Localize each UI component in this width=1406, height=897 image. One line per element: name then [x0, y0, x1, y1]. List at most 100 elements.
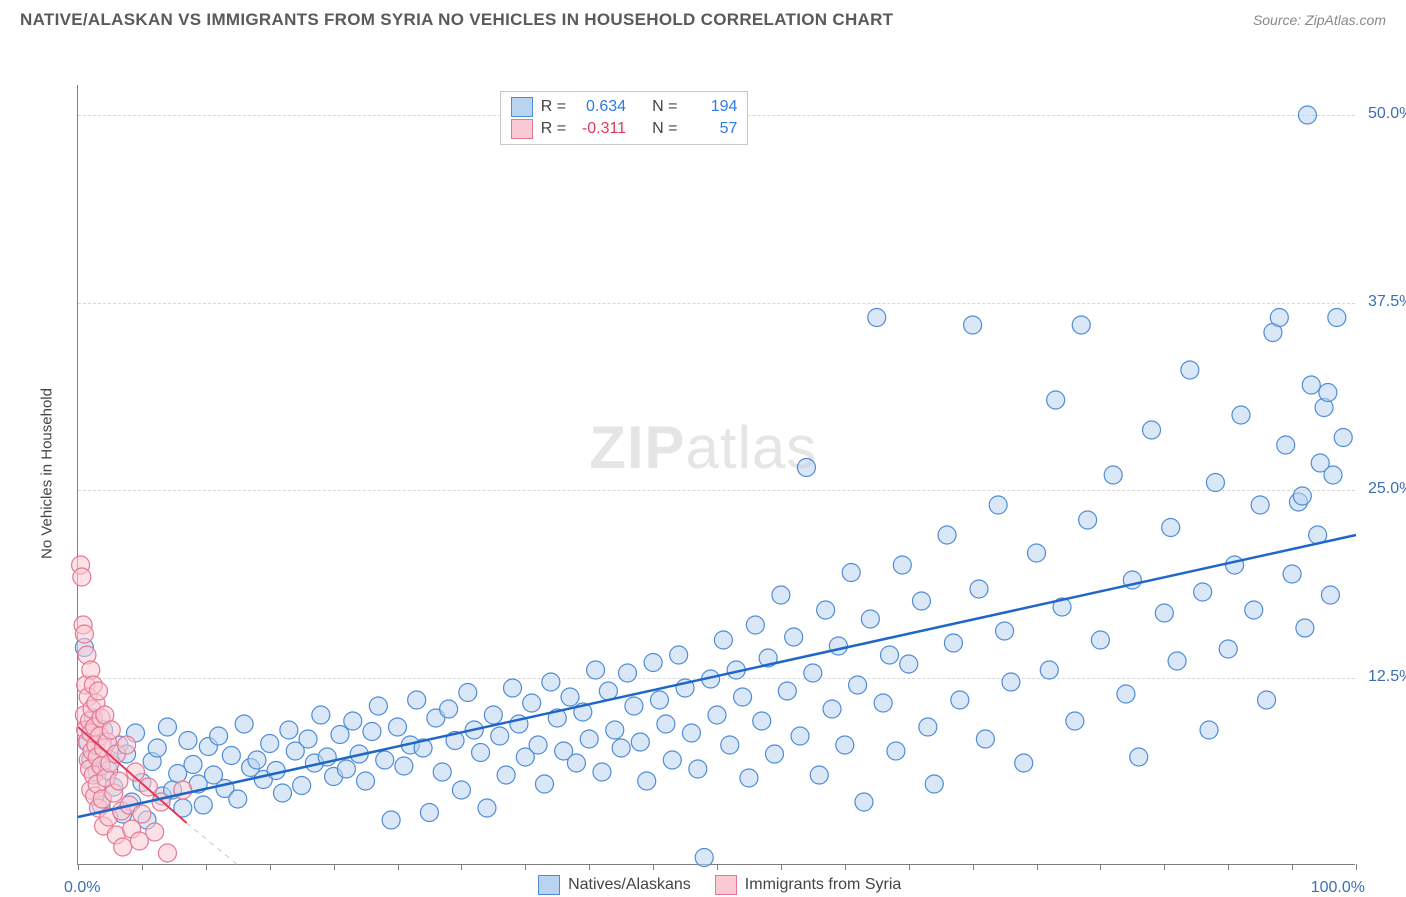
data-point	[1270, 309, 1288, 327]
data-point	[785, 628, 803, 646]
data-point	[235, 715, 253, 733]
trend-line	[78, 535, 1356, 817]
data-point	[868, 309, 886, 327]
r-label: R =	[541, 120, 566, 138]
data-point	[1143, 421, 1161, 439]
data-point	[817, 601, 835, 619]
legend-item: Immigrants from Syria	[715, 875, 901, 895]
data-point	[804, 664, 822, 682]
n-label: N =	[652, 120, 677, 138]
data-point	[810, 766, 828, 784]
data-point	[102, 721, 120, 739]
data-point	[1324, 466, 1342, 484]
data-point	[89, 682, 107, 700]
data-point	[146, 823, 164, 841]
data-point	[842, 564, 860, 582]
data-point	[363, 723, 381, 741]
r-label: R =	[541, 98, 566, 116]
data-point	[753, 712, 771, 730]
data-point	[158, 718, 176, 736]
data-point	[791, 727, 809, 745]
data-point	[1232, 406, 1250, 424]
data-point	[337, 760, 355, 778]
data-point	[293, 777, 311, 795]
legend-label: Natives/Alaskans	[568, 876, 691, 894]
r-value: -0.311	[574, 120, 626, 138]
data-point	[504, 679, 522, 697]
data-point	[823, 700, 841, 718]
data-point	[420, 804, 438, 822]
data-point	[529, 736, 547, 754]
y-tick-label: 12.5%	[1368, 668, 1406, 686]
data-point	[670, 646, 688, 664]
data-point	[638, 772, 656, 790]
data-point	[1028, 544, 1046, 562]
data-point	[459, 684, 477, 702]
data-point	[497, 766, 515, 784]
data-point	[772, 586, 790, 604]
data-point	[1002, 673, 1020, 691]
data-point	[1296, 619, 1314, 637]
n-value: 194	[685, 98, 737, 116]
data-point	[1251, 496, 1269, 514]
data-point	[900, 655, 918, 673]
data-point	[535, 775, 553, 793]
legend-swatch	[538, 875, 560, 895]
data-point	[194, 796, 212, 814]
data-point	[1283, 565, 1301, 583]
data-point	[1200, 721, 1218, 739]
x-tick	[1356, 864, 1357, 870]
data-point	[721, 736, 739, 754]
data-point	[567, 754, 585, 772]
data-point	[925, 775, 943, 793]
data-point	[1298, 106, 1316, 124]
data-point	[148, 739, 166, 757]
data-point	[472, 744, 490, 762]
data-point	[734, 688, 752, 706]
legend-swatch	[511, 97, 533, 117]
data-point	[740, 769, 758, 787]
data-point	[1130, 748, 1148, 766]
legend-series: Natives/Alaskans Immigrants from Syria	[538, 875, 901, 895]
data-point	[887, 742, 905, 760]
data-point	[478, 799, 496, 817]
data-point	[389, 718, 407, 736]
data-point	[881, 646, 899, 664]
r-value: 0.634	[574, 98, 626, 116]
data-point	[849, 676, 867, 694]
data-point	[938, 526, 956, 544]
data-point	[912, 592, 930, 610]
data-point	[1117, 685, 1135, 703]
data-point	[1302, 376, 1320, 394]
data-point	[1066, 712, 1084, 730]
data-point	[714, 631, 732, 649]
data-point	[1181, 361, 1199, 379]
data-point	[836, 736, 854, 754]
data-point	[1162, 519, 1180, 537]
data-point	[919, 718, 937, 736]
chart-header: NATIVE/ALASKAN VS IMMIGRANTS FROM SYRIA …	[0, 0, 1406, 35]
data-point	[708, 706, 726, 724]
data-point	[382, 811, 400, 829]
data-point	[689, 760, 707, 778]
data-point	[73, 568, 91, 586]
legend-stats: R =0.634N =194R =-0.311N =57	[500, 91, 749, 145]
data-point	[114, 838, 132, 856]
data-point	[606, 721, 624, 739]
data-point	[357, 772, 375, 790]
data-point	[248, 751, 266, 769]
y-tick-label: 50.0%	[1368, 105, 1406, 123]
y-tick-label: 25.0%	[1368, 480, 1406, 498]
data-point	[118, 736, 136, 754]
legend-label: Immigrants from Syria	[745, 876, 901, 894]
trend-line	[187, 823, 238, 865]
plot-svg	[78, 85, 1356, 865]
data-point	[695, 849, 713, 867]
data-point	[261, 735, 279, 753]
x-max-label: 100.0%	[1311, 879, 1365, 897]
data-point	[1155, 604, 1173, 622]
data-point	[951, 691, 969, 709]
data-point	[1293, 487, 1311, 505]
data-point	[746, 616, 764, 634]
data-point	[893, 556, 911, 574]
